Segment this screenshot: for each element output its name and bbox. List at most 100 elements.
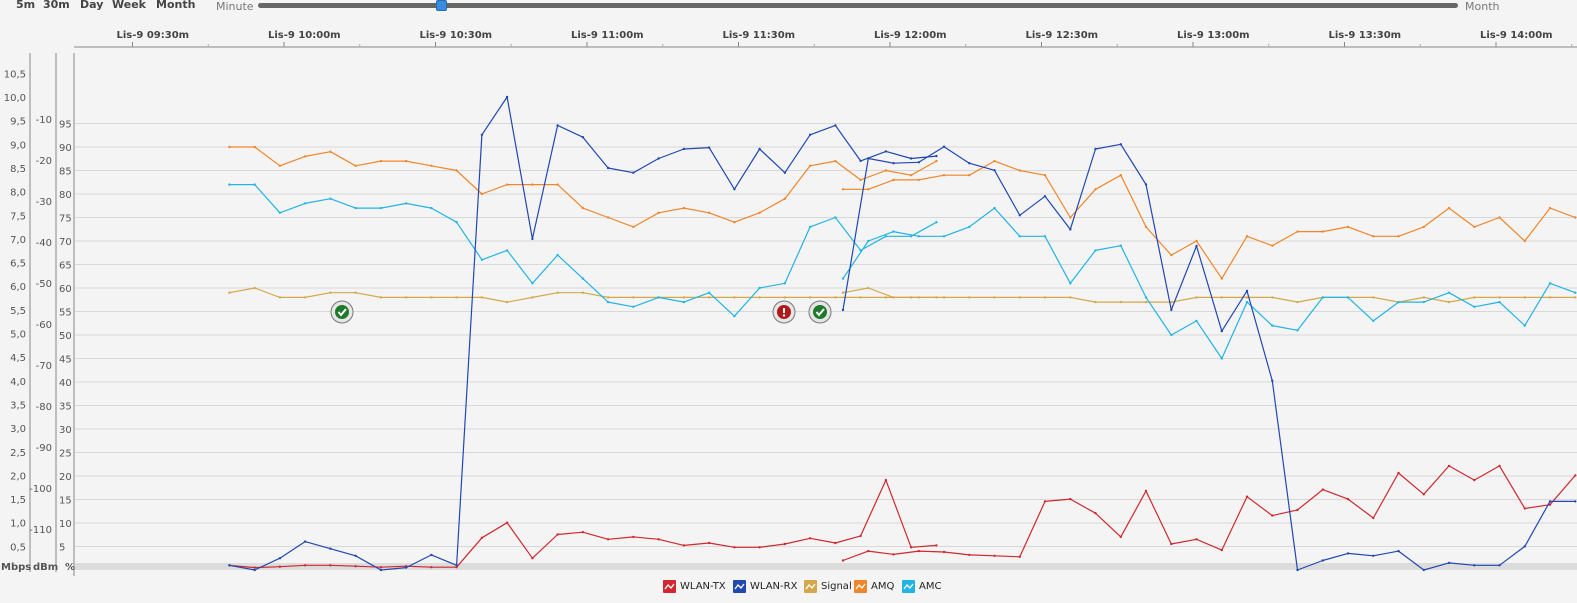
check-mark (815, 308, 825, 317)
amc-swatch-icon (902, 580, 915, 593)
data-point-amq (808, 164, 812, 167)
data-point-signal (455, 296, 458, 299)
x-tick-label: Lis-9 09:30m (117, 30, 190, 41)
data-point-signal (278, 296, 282, 299)
data-point-wlan-tx (253, 566, 256, 569)
data-point-wlan-tx (480, 536, 484, 539)
error-icon[interactable] (772, 300, 796, 324)
data-point-amq (1498, 216, 1501, 219)
data-point-wlan-rx (455, 564, 458, 567)
baseline-band (75, 563, 1577, 570)
data-point-wlan-rx (1094, 147, 1097, 151)
data-point-amc (1574, 291, 1577, 294)
zoom-slider-track[interactable] (258, 3, 1458, 8)
data-point-amc (329, 197, 332, 200)
status-markers[interactable] (330, 300, 832, 324)
data-point-wlan-rx (1220, 329, 1224, 333)
data-point-wlan-rx (278, 557, 282, 560)
data-point-amq (1195, 239, 1198, 243)
data-point-amq (1119, 174, 1123, 177)
data-point-wlan-rx (480, 133, 484, 136)
data-point-wlan-rx (1296, 568, 1299, 572)
data-point-amc (430, 206, 433, 210)
range-week-button[interactable]: Week (112, 0, 146, 11)
data-point-signal (1144, 300, 1148, 304)
data-point-amq (657, 211, 660, 214)
data-point-amc (808, 225, 812, 229)
legend-item-amc[interactable]: AMC (902, 580, 941, 594)
y-tick-label-mbps: 3,0 (10, 424, 26, 435)
data-point-wlan-tx (993, 554, 996, 557)
data-point-amq (834, 159, 837, 163)
data-point-wlan-tx (1346, 497, 1350, 501)
data-point-amq (1094, 188, 1097, 191)
data-point-wlan-rx (556, 124, 559, 127)
data-point-wlan-rx (1397, 549, 1400, 553)
y-tick-label-pct: 70 (59, 237, 72, 248)
data-point-amc (1144, 296, 1148, 299)
data-point-amc (1018, 235, 1021, 238)
data-point-amc (1245, 300, 1249, 304)
data-point-amc (867, 239, 870, 243)
y-tick-label-pct: 85 (59, 167, 72, 178)
data-point-wlan-tx (354, 565, 357, 568)
check-mark (337, 308, 347, 317)
y-tick-label-mbps: 3,5 (10, 400, 26, 411)
data-point-amc (1069, 282, 1072, 285)
data-point-wlan-tx (1094, 512, 1097, 515)
axis-dbm: -110 -100 -90 -80 -70 -60 -50 -40 -30 -20 -10 dBm (29, 115, 58, 573)
data-point-amq (1473, 225, 1476, 229)
range-30m-button[interactable]: 30m (43, 0, 70, 11)
data-point-signal (993, 296, 996, 299)
range-month-button[interactable]: Month (156, 0, 196, 11)
data-point-amc (1195, 319, 1198, 323)
data-point-amq (733, 221, 736, 224)
data-point-signal (682, 296, 686, 299)
data-point-amc (1346, 296, 1350, 299)
y-tick-label-pct: 90 (59, 143, 72, 154)
legend-item-amq[interactable]: AMQ (854, 580, 894, 594)
data-point-amq (253, 145, 256, 149)
y-tick-label-pct: 75 (59, 214, 72, 225)
legend-item-wlan-rx[interactable]: WLAN-RX (733, 580, 797, 594)
data-point-wlan-tx (733, 546, 736, 549)
range-day-button[interactable]: Day (80, 0, 104, 11)
data-point-wlan-rx (1043, 195, 1047, 198)
data-point-wlan-rx (1170, 308, 1173, 312)
data-point-wlan-rx (834, 124, 837, 127)
data-point-wlan-rx (505, 95, 509, 99)
y-tick-label-dbm: -70 (36, 361, 52, 372)
y-tick-label-mbps: 6,0 (10, 282, 26, 293)
data-point-signal (354, 291, 357, 294)
series-line-amq (843, 160, 1576, 280)
y-tick-label-dbm: -90 (36, 443, 52, 454)
data-point-amq (581, 206, 585, 210)
data-point-amq (1346, 225, 1350, 229)
data-point-wlan-tx (1498, 464, 1501, 468)
data-point-amc (1473, 305, 1476, 308)
data-point-signal (834, 296, 837, 299)
ok-icon[interactable] (808, 300, 832, 324)
y-tick-label-dbm: -20 (36, 156, 52, 167)
legend-item-signal[interactable]: Signal (804, 580, 852, 594)
data-point-wlan-tx (505, 521, 509, 524)
data-point-wlan-rx (379, 568, 383, 572)
data-point-amc (556, 253, 559, 257)
data-point-wlan-rx (632, 171, 635, 174)
range-5m-button[interactable]: 5m (16, 0, 36, 11)
data-point-amc (968, 225, 971, 229)
legend-item-wlan-tx[interactable]: WLAN-TX (663, 580, 726, 594)
data-point-amc (733, 315, 736, 318)
data-point-amq (707, 211, 711, 214)
ok-icon[interactable] (330, 300, 354, 324)
data-point-wlan-rx (758, 147, 761, 151)
zoom-slider-thumb[interactable] (436, 0, 447, 11)
data-point-signal (1220, 296, 1224, 299)
y-tick-label-pct: 65 (59, 261, 72, 272)
data-point-amc (1498, 300, 1501, 304)
axis-unit-pct: % (65, 562, 75, 573)
axis-unit-dbm: dBm (33, 562, 58, 573)
data-point-signal (1271, 296, 1274, 299)
y-tick-label-pct: 50 (59, 331, 72, 342)
data-point-wlan-rx (1346, 552, 1350, 555)
